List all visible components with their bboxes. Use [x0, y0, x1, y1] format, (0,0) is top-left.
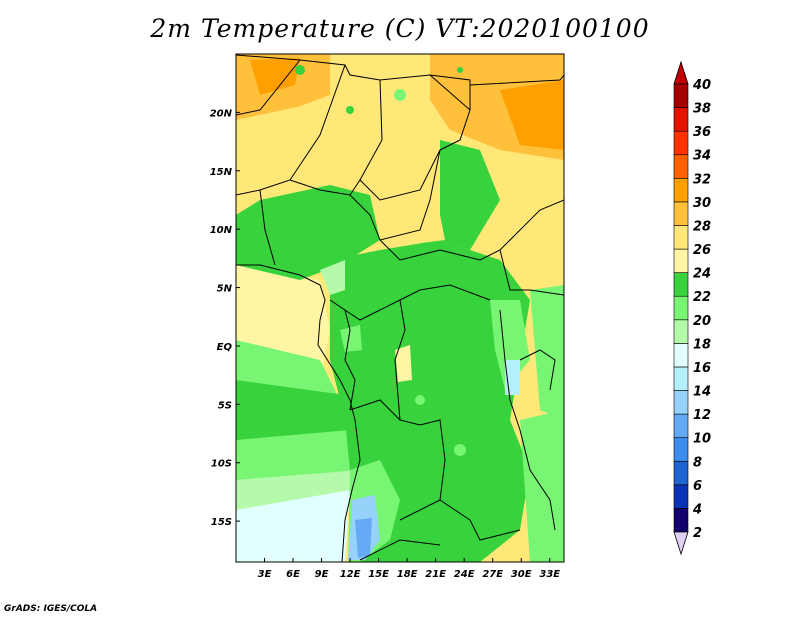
x-tick-label: 27E: [482, 569, 503, 580]
colorbar-label: 40: [692, 78, 711, 93]
x-tick-label: 15E: [368, 569, 389, 580]
y-tick-label: 15N: [210, 167, 233, 178]
colorbar-swatch: [673, 508, 689, 533]
colorbar-swatch: [673, 154, 689, 179]
colorbar-max-triangle: [673, 60, 689, 85]
colorbar-swatch: [673, 225, 689, 250]
colorbar-swatch: [673, 413, 689, 438]
colorbar-label: 4: [692, 502, 702, 517]
colorbar-swatch: [673, 390, 689, 415]
colorbar-swatch: [673, 343, 689, 368]
colorbar-swatch: [673, 130, 689, 156]
colorbar-swatch: [673, 201, 689, 226]
y-tick-label: 20N: [210, 108, 233, 119]
colorbar-label: 30: [693, 196, 711, 211]
country-borders: [236, 54, 564, 561]
x-tick-label: 12E: [340, 569, 361, 580]
colorbar-swatch: [673, 295, 689, 321]
colorbar-label: 32: [693, 172, 711, 187]
colorbar-label: 12: [693, 408, 711, 423]
x-tick-label: 18E: [397, 569, 418, 580]
colorbar-label: 10: [693, 432, 711, 447]
colorbar-label: 14: [693, 385, 711, 400]
x-tick-label: 3E: [258, 569, 272, 580]
map-frame: [235, 53, 565, 563]
y-tick-label: 5N: [217, 284, 233, 295]
colorbar-label: 2: [693, 526, 702, 541]
colorbar-swatch: [673, 484, 689, 509]
colorbar-swatch: [673, 248, 689, 273]
colorbar-label: 26: [693, 243, 711, 258]
colorbar-swatch: [673, 107, 689, 132]
colorbar-min-triangle: [673, 531, 689, 556]
colorbar-label: 8: [693, 455, 702, 470]
credit-text: GrADS: IGES/COLA: [4, 604, 98, 614]
colorbar-swatch: [673, 272, 689, 297]
colorbar-swatch: [673, 437, 689, 462]
colorbar-label: 6: [693, 479, 702, 494]
x-tick-label: 6E: [286, 569, 300, 580]
x-tick-label: 24E: [454, 569, 475, 580]
colorbar-label: 34: [693, 149, 711, 164]
colorbar-swatch: [673, 366, 689, 391]
colorbar-label: 24: [693, 267, 711, 282]
coastline: [236, 264, 361, 563]
x-tick-label: 30E: [511, 569, 532, 580]
colorbar-label: 36: [693, 125, 711, 140]
map-title: 2m Temperature (C) VT:2020100100: [150, 14, 650, 43]
colorbar-label: 28: [693, 219, 711, 234]
x-tick-label: 21E: [425, 569, 446, 580]
y-tick-label: 5S: [218, 400, 232, 411]
colorbar-label: 38: [693, 102, 711, 117]
colorbar-label: 16: [693, 361, 711, 376]
colorbar-label: 20: [693, 314, 711, 329]
x-tick-label: 9E: [315, 569, 329, 580]
y-tick-label: 15S: [211, 517, 232, 528]
x-tick-label: 33E: [539, 569, 560, 580]
colorbar-label: 18: [693, 337, 711, 352]
temperature-field: [236, 54, 564, 562]
y-axis: 20N 15N 10N 5N EQ 5S 10S 15S: [210, 108, 240, 528]
colorbar-swatch: [673, 460, 689, 486]
y-tick-label: 10S: [211, 459, 232, 470]
y-tick-label: EQ: [217, 342, 233, 353]
colorbar-label: 22: [693, 290, 711, 305]
colorbar-swatch: [673, 83, 689, 108]
y-tick-label: 10N: [210, 225, 233, 236]
colorbar-swatch: [673, 319, 689, 344]
colorbar-swatch: [673, 178, 689, 203]
x-axis: 3E 6E 9E 12E 15E 18E 21E 24E 27E 30E 33E: [258, 558, 560, 580]
